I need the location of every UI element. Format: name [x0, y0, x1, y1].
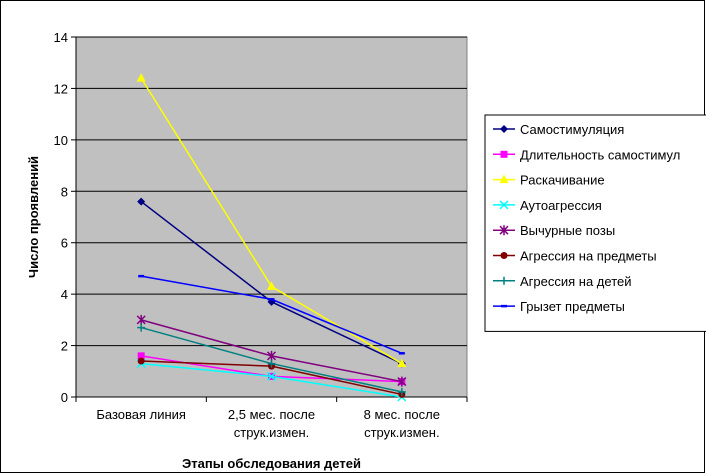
y-tick-label: 14 [54, 30, 68, 45]
plot-area [75, 36, 468, 398]
data-point [499, 200, 509, 210]
legend-label: Грызет предметы [520, 299, 625, 314]
data-point [266, 371, 277, 381]
y-tick-label: 6 [61, 236, 68, 251]
data-point [397, 387, 406, 396]
series-lines [136, 73, 407, 402]
x-tick-label: 8 мес. после струк.измен. [364, 407, 440, 440]
legend-item: Вычурные позы [493, 223, 615, 238]
y-tick-label: 2 [61, 339, 68, 354]
legend-label: Раскачивание [520, 173, 605, 188]
data-point [500, 125, 508, 133]
series-8 [138, 274, 405, 355]
legend: Самостимуляция Длительность самостимул Рас… [484, 114, 706, 332]
data-point [500, 150, 508, 158]
data-point [137, 323, 146, 332]
x-tick-label: Базовая линия [96, 407, 186, 422]
legend-box [484, 114, 706, 332]
legend-items: Самостимуляция Длительность самостимул Рас… [493, 122, 680, 314]
data-point [137, 352, 145, 360]
data-point [267, 281, 276, 290]
legend-item: Грызет предметы [493, 299, 625, 314]
x-tick-label-line: струк.измен. [364, 425, 440, 440]
data-point [397, 358, 407, 368]
data-point [136, 314, 146, 325]
x-tick-label-line: 8 мес. после [364, 407, 440, 422]
x-tick-labels: Базовая линия 2,5 мес. после струк.измен.8… [96, 407, 440, 440]
y-tick-label: 4 [61, 287, 68, 302]
series-7 [137, 323, 406, 396]
series-3 [136, 73, 407, 368]
y-tick-labels: 0 2 4 6 8 10 12 14 [54, 30, 68, 405]
legend-label: Длительность самостимул [520, 147, 680, 162]
data-point [500, 252, 508, 259]
legend-item: Аутоагрессия [493, 198, 602, 213]
x-tick-label-line: струк.измен. [234, 425, 310, 440]
legend-item: Агрессия на предметы [493, 249, 657, 264]
x-tick-label: 2,5 мес. после струк.измен. [228, 407, 315, 440]
data-point [499, 225, 509, 236]
legend-item: Длительность самостимул [493, 147, 680, 162]
legend-label: Агрессия на предметы [520, 249, 657, 264]
x-tick-label-line: Базовая линия [96, 407, 186, 422]
x-tick-label-line: 2,5 мес. после [228, 407, 315, 422]
legend-label: Вычурные позы [520, 223, 615, 238]
data-point [266, 350, 277, 361]
series-5 [136, 314, 407, 387]
y-tick-label: 12 [54, 81, 68, 96]
data-point [137, 197, 146, 206]
data-point [499, 174, 509, 184]
legend-item: Самостимуляция [493, 122, 624, 137]
legend-item: Агрессия на детей [493, 274, 632, 289]
legend-label: Аутоагрессия [520, 198, 602, 213]
data-point [137, 357, 145, 365]
y-axis-title: Число проявлений [26, 156, 41, 278]
x-axis-title: Этапы обследования детей [182, 456, 361, 471]
gridlines [76, 36, 467, 347]
y-tick-label: 0 [61, 390, 68, 405]
data-point [267, 359, 276, 368]
y-tick-label: 10 [54, 133, 68, 148]
y-tick-label: 8 [61, 184, 68, 199]
legend-label: Самостимуляция [520, 122, 624, 137]
data-point [500, 276, 508, 285]
data-point [136, 73, 146, 82]
data-point [397, 376, 407, 387]
legend-item: Раскачивание [493, 173, 605, 188]
legend-label: Агрессия на детей [520, 274, 632, 289]
